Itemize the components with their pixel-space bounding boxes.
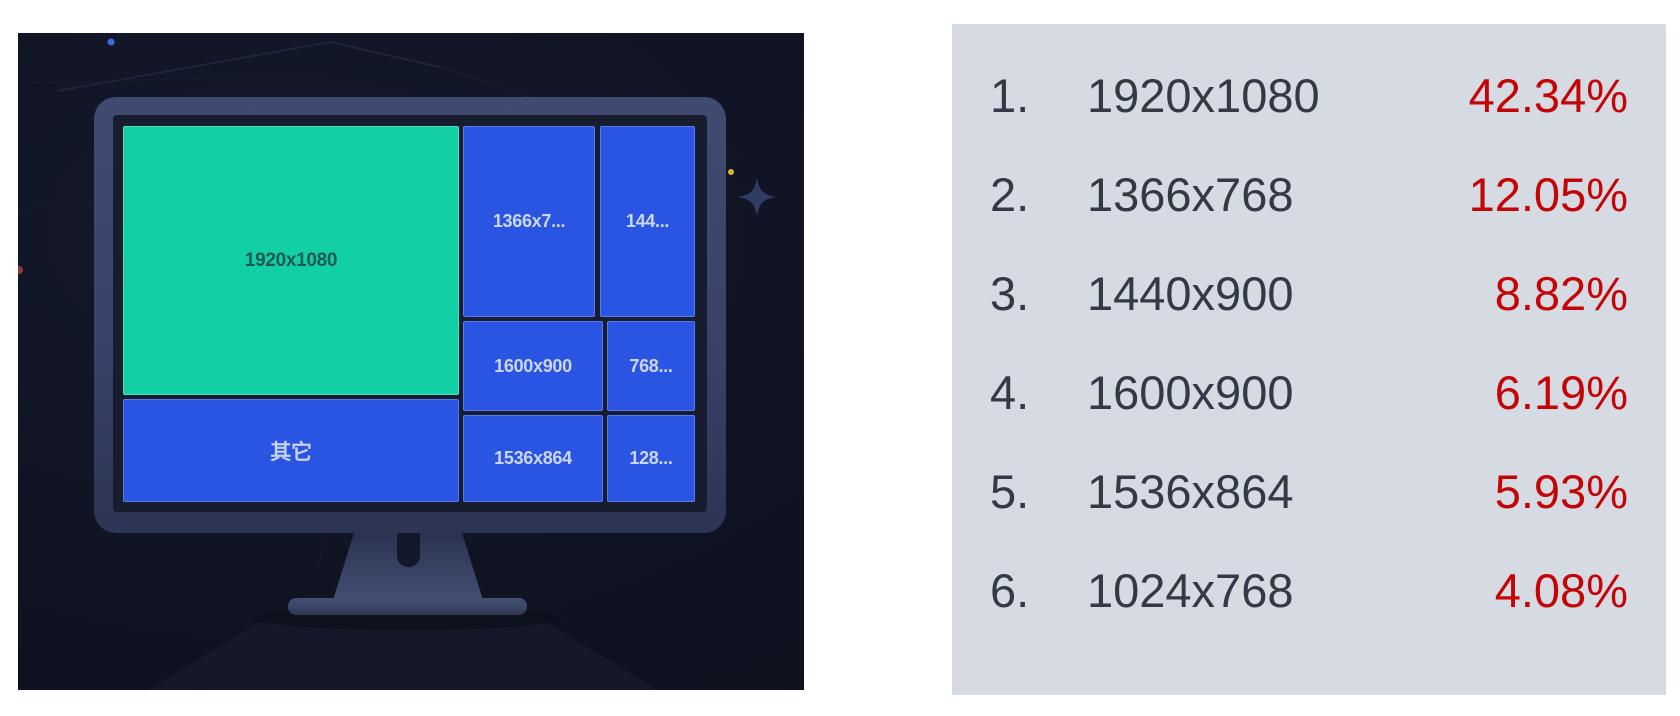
rank-number: 5. <box>990 465 1030 518</box>
ranking-row: 3. 1440x900 8.82% <box>952 244 1666 343</box>
ranking-row: 1. 1920x1080 42.34% <box>952 46 1666 145</box>
monitor-illustration-scene: 1920x1080 其它 1366x7... 144... 1600x900 7… <box>18 33 804 690</box>
share-percentage: 12.05% <box>1468 168 1628 221</box>
treemap-tile-other: 其它 <box>123 399 459 502</box>
share-percentage: 6.19% <box>1494 366 1628 419</box>
ranking-row: 2. 1366x768 12.05% <box>952 145 1666 244</box>
resolution-label: 1024x768 <box>1087 564 1294 617</box>
treemap-tile-768: 768... <box>607 321 695 411</box>
monitor-screen: 1920x1080 其它 1366x7... 144... 1600x900 7… <box>113 115 707 512</box>
resolution-label: 1600x900 <box>1087 366 1294 419</box>
rank-number: 6. <box>990 564 1030 617</box>
treemap-tile-1440x900: 144... <box>600 126 695 317</box>
treemap-tile-1920x1080: 1920x1080 <box>123 126 459 395</box>
yellow-dot <box>728 169 734 175</box>
treemap: 1920x1080 其它 1366x7... 144... 1600x900 7… <box>123 126 697 503</box>
blue-dot <box>107 38 115 46</box>
share-percentage: 4.08% <box>1494 564 1628 617</box>
floor-plane <box>148 617 658 690</box>
rank-number: 3. <box>990 267 1030 320</box>
ranking-row: 4. 1600x900 6.19% <box>952 343 1666 442</box>
constellation-line <box>18 76 259 84</box>
ranking-row: 5. 1536x864 5.93% <box>952 442 1666 541</box>
share-percentage: 5.93% <box>1494 465 1628 518</box>
share-percentage: 42.34% <box>1468 69 1628 122</box>
rank-number: 1. <box>990 69 1030 122</box>
monitor-stand-base <box>288 598 527 615</box>
treemap-tile-128: 128... <box>607 415 695 502</box>
resolution-ranking-panel: 1. 1920x1080 42.34% 2. 1366x768 12.05% 3… <box>952 24 1666 695</box>
treemap-tile-1600x900: 1600x900 <box>463 321 603 411</box>
ranking-row: 6. 1024x768 4.08% <box>952 541 1666 640</box>
sparkle-star-icon <box>738 178 776 216</box>
resolution-label: 1440x900 <box>1087 267 1294 320</box>
monitor-bezel: 1920x1080 其它 1366x7... 144... 1600x900 7… <box>94 97 726 533</box>
resolution-label: 1536x864 <box>1087 465 1294 518</box>
treemap-tile-1366x768: 1366x7... <box>463 126 595 317</box>
resolution-label: 1920x1080 <box>1087 69 1320 122</box>
treemap-tile-1536x864: 1536x864 <box>463 415 603 502</box>
monitor-stand-notch <box>397 533 420 567</box>
resolution-label: 1366x768 <box>1087 168 1294 221</box>
rank-number: 2. <box>990 168 1030 221</box>
share-percentage: 8.82% <box>1494 267 1628 320</box>
rank-number: 4. <box>990 366 1030 419</box>
constellation-line <box>57 41 441 92</box>
red-dot <box>18 266 23 274</box>
